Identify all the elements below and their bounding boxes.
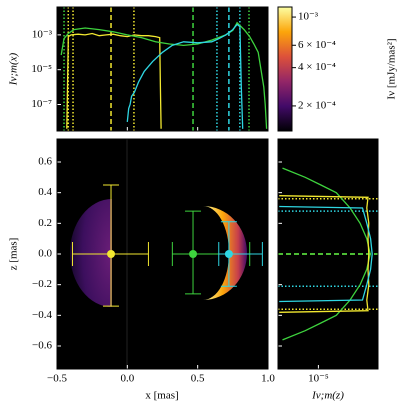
- y-tick-label: −0.2: [32, 278, 52, 290]
- x-tick-label: 1.0: [261, 373, 275, 385]
- center-point: [224, 250, 233, 258]
- center-point: [107, 250, 116, 258]
- y-tick-label: 10⁻⁷: [31, 98, 52, 110]
- profile-line: [126, 23, 244, 129]
- y-label: Iν;m(x): [8, 52, 20, 86]
- colorbar-label: Iν [mJy/mas²]: [386, 38, 398, 99]
- y-tick-label: 0.2: [38, 217, 52, 229]
- emission-crescent: [203, 206, 247, 300]
- profile-line: [60, 21, 268, 129]
- y-tick-label: −0.6: [32, 340, 52, 352]
- x-tick-label: 0.0: [120, 373, 134, 385]
- profile-line: [279, 205, 373, 303]
- frame: [277, 138, 379, 370]
- y-tick-label: 0.6: [38, 156, 52, 168]
- frame: [56, 6, 269, 132]
- colorbar-tick-label: 4 × 10⁻⁴: [298, 61, 336, 73]
- y-tick-label: 0.0: [38, 248, 52, 260]
- y-tick-label: 10⁻³: [32, 28, 53, 40]
- x-label: x [mas]: [145, 390, 178, 402]
- colorbar: [278, 7, 292, 131]
- colorbar-tick-label: 6 × 10⁻⁴: [298, 39, 336, 51]
- y-label: z [mas]: [8, 238, 20, 271]
- y-tick-label: 0.4: [38, 186, 52, 198]
- profile-line: [279, 195, 370, 313]
- plot-layer: [56, 7, 378, 369]
- center-point: [189, 250, 198, 258]
- colorbar-tick-label: 10⁻³: [298, 11, 319, 23]
- x-label: Iν;m(z): [311, 390, 344, 402]
- y-tick-label: 10⁻⁵: [31, 63, 52, 75]
- frame: [56, 138, 269, 370]
- x-tick-label: 0.5: [191, 373, 205, 385]
- profile-line: [282, 167, 371, 341]
- x-tick-label: 10⁻⁵: [308, 373, 329, 385]
- x-tick-label: −0.5: [47, 373, 67, 385]
- profile-line: [66, 32, 162, 129]
- top-background: [57, 7, 268, 131]
- y-tick-label: −0.4: [32, 309, 52, 321]
- colorbar-tick-label: 2 × 10⁻⁴: [298, 99, 336, 111]
- frame: [277, 6, 293, 132]
- emission-disk: [70, 199, 112, 307]
